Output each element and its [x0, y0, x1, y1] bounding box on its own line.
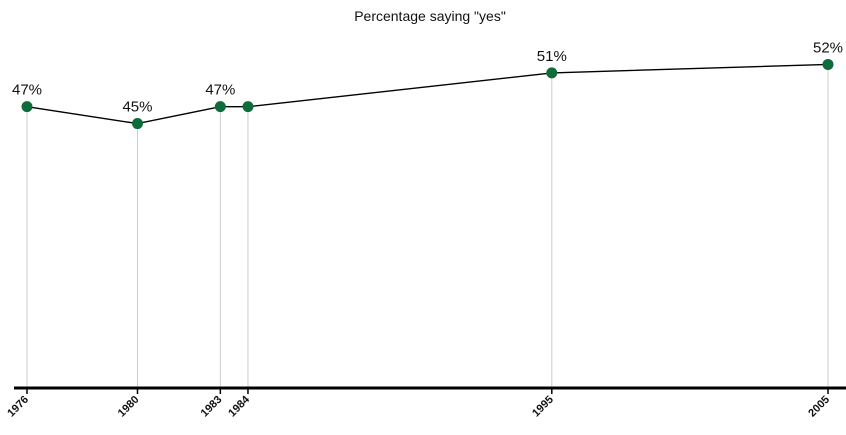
x-tick-labels: 1976 1980 1983 1984 1995 2005 [5, 393, 832, 419]
data-labels: 47% 45% 47% 51% 52% [12, 39, 843, 115]
data-label-1995: 51% [537, 48, 567, 65]
x-axis-ticks [26, 388, 829, 394]
x-tick-label-1976: 1976 [5, 394, 31, 420]
data-point-1983 [214, 101, 226, 113]
data-point-1984 [242, 101, 254, 113]
x-tick-label-2005: 2005 [806, 394, 832, 420]
x-tick-label-1983: 1983 [199, 394, 225, 420]
data-label-1976: 47% [12, 82, 42, 99]
data-label-2005: 52% [813, 39, 843, 56]
data-point-1980 [131, 118, 143, 130]
data-point-2005 [822, 58, 834, 70]
series-line [26, 63, 829, 125]
data-point-1995 [546, 67, 558, 79]
chart-title: Percentage saying "yes" [354, 8, 506, 24]
x-tick-label-1995: 1995 [530, 394, 556, 420]
drop-lines [26, 64, 829, 388]
data-markers [21, 58, 834, 130]
x-tick-label-1980: 1980 [116, 394, 142, 420]
data-label-1983: 47% [205, 82, 235, 99]
data-point-1976 [21, 101, 33, 113]
x-tick-label-1984: 1984 [226, 393, 252, 419]
data-label-1980: 45% [122, 99, 152, 116]
